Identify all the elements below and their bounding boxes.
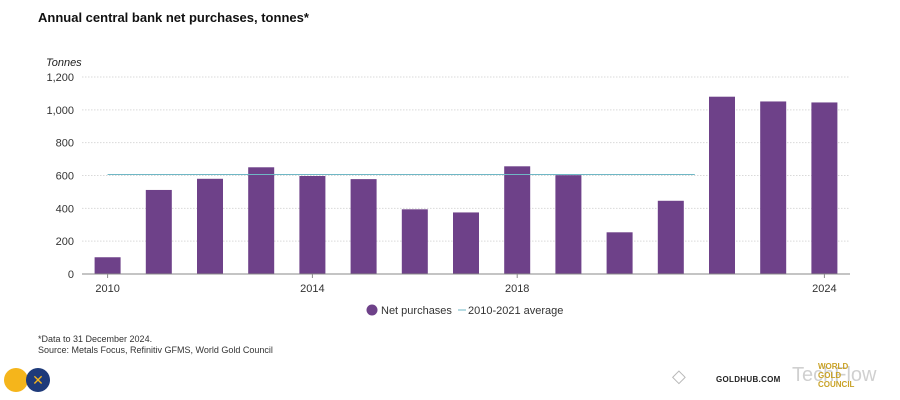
x-tick-label: 2024 — [812, 283, 836, 295]
bar-2015 — [350, 179, 377, 274]
legend-label-average: 2010-2021 average — [468, 305, 563, 317]
bar-2018 — [504, 166, 531, 274]
x-tick-label: 2010 — [95, 283, 119, 295]
wgc-line-3: COUNCIL — [818, 380, 855, 389]
bar-2016 — [401, 209, 428, 274]
x-tick-label: 2014 — [300, 283, 324, 295]
y-tick-label: 400 — [56, 203, 74, 215]
publisher-logo: ✕ — [4, 368, 52, 392]
watermark: ◇ TechFlow GOLDHUB.COM WORLD GOLD COUNCI… — [672, 362, 894, 392]
y-axis-label: Tonnes — [46, 57, 82, 69]
legend-label-net-purchases: Net purchases — [381, 305, 452, 317]
wgc-line-1: WORLD — [818, 362, 849, 371]
footnote-source: Source: Metals Focus, Refinitiv GFMS, Wo… — [38, 345, 273, 355]
footnote-data-note: *Data to 31 December 2024. — [38, 334, 153, 344]
bar-2022 — [709, 96, 735, 274]
bar-2012 — [197, 178, 223, 274]
legend-marker-net-purchases — [366, 304, 378, 316]
y-tick-label: 0 — [68, 269, 74, 281]
bar-chart: Tonnes 0 200 400 600 800 1,000 1,200 2010 2014 201… — [46, 57, 850, 317]
watermark-icon: ◇ — [672, 366, 686, 386]
y-tick-label: 1,000 — [46, 105, 74, 117]
logo-circle-icon — [4, 368, 28, 392]
bar-2024 — [811, 102, 838, 274]
bar-2023 — [760, 101, 787, 274]
bar-2011 — [145, 189, 172, 274]
y-tick-label: 800 — [56, 138, 74, 150]
watermark-overlay-text: TechFlow — [792, 364, 877, 386]
bar-2010 — [94, 257, 121, 274]
y-tick-label: 600 — [56, 171, 74, 183]
wgc-line-2: GOLD — [818, 371, 842, 380]
footnote: *Data to 31 December 2024. Source: Metal… — [38, 334, 273, 356]
watermark-brand: GOLDHUB.COM — [716, 375, 781, 384]
bar-2014 — [299, 175, 326, 274]
wgc-logo: WORLD GOLD COUNCIL — [818, 362, 854, 389]
y-tick-label: 1,200 — [46, 72, 74, 84]
bar-2013 — [248, 167, 275, 274]
bar-2021 — [657, 200, 684, 274]
bar-2017 — [453, 212, 479, 274]
bar-2020 — [606, 232, 633, 274]
bar-2019 — [555, 175, 582, 274]
logo-badge-icon: ✕ — [26, 368, 50, 392]
y-tick-label: 200 — [56, 236, 74, 248]
x-tick-label: 2018 — [505, 283, 529, 295]
chart-title: Annual central bank net purchases, tonne… — [38, 10, 309, 25]
